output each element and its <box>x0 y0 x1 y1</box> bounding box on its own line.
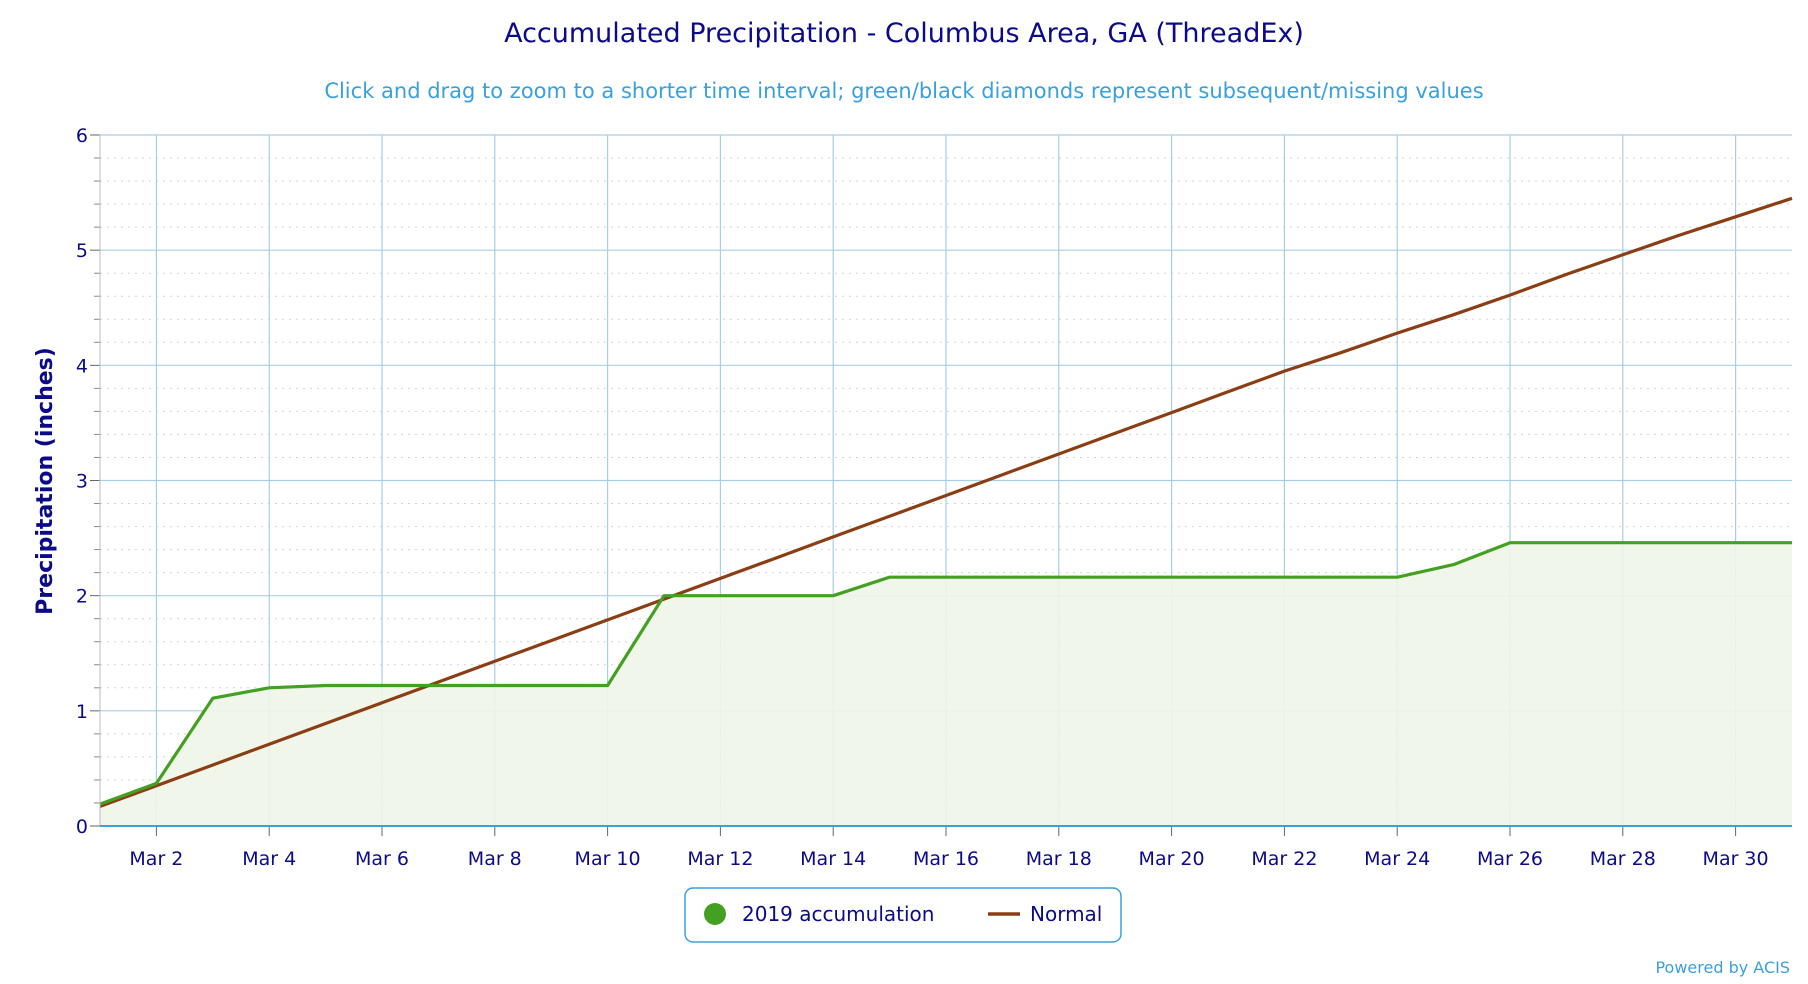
accumulation-point[interactable] <box>1560 537 1572 549</box>
y-tick-label: 6 <box>76 125 88 147</box>
accumulation-point[interactable] <box>884 571 896 583</box>
normal-point[interactable] <box>771 552 783 564</box>
normal-point[interactable] <box>150 780 162 792</box>
accumulation-point[interactable] <box>1222 571 1234 583</box>
accumulation-point[interactable] <box>1278 571 1290 583</box>
x-tick-label: Mar 10 <box>575 848 641 870</box>
x-tick-label: Mar 20 <box>1139 848 1205 870</box>
normal-point[interactable] <box>1448 309 1460 321</box>
normal-point[interactable] <box>207 759 219 771</box>
y-tick-label: 5 <box>76 240 88 262</box>
normal-point[interactable] <box>1335 347 1347 359</box>
series-normal-line <box>99 196 1793 808</box>
normal-point[interactable] <box>940 489 952 501</box>
series-accumulation-line <box>99 541 1792 806</box>
y-tick-label: 3 <box>76 471 88 493</box>
accumulation-point[interactable] <box>1166 571 1178 583</box>
accumulation-point[interactable] <box>1730 537 1742 549</box>
normal-point[interactable] <box>1053 448 1065 460</box>
accumulation-point[interactable] <box>996 571 1008 583</box>
legend: 2019 accumulation Normal <box>684 887 1122 943</box>
accumulation-point[interactable] <box>1109 571 1121 583</box>
normal-point[interactable] <box>432 676 444 688</box>
x-tick-label: Mar 28 <box>1590 848 1656 870</box>
accumulation-point[interactable] <box>545 679 557 691</box>
x-tick-label: Mar 26 <box>1477 848 1543 870</box>
legend-accumulation-marker <box>704 903 726 925</box>
accumulation-point[interactable] <box>1673 537 1685 549</box>
accumulation-point[interactable] <box>263 682 275 694</box>
legend-item-accumulation[interactable]: 2019 accumulation <box>704 902 934 926</box>
normal-point[interactable] <box>1109 427 1121 439</box>
x-tick-label: Mar 22 <box>1251 848 1317 870</box>
accumulation-point[interactable] <box>714 590 726 602</box>
accumulation-point[interactable] <box>1335 571 1347 583</box>
y-tick-label: 1 <box>76 701 88 723</box>
accumulation-point[interactable] <box>771 590 783 602</box>
normal-point[interactable] <box>1278 365 1290 377</box>
accumulation-point[interactable] <box>1053 571 1065 583</box>
x-tick-label: Mar 4 <box>242 848 296 870</box>
accumulation-point[interactable] <box>1786 537 1798 549</box>
series-accumulation-area <box>100 542 1792 826</box>
credit-link[interactable]: Powered by ACIS <box>1655 958 1790 977</box>
normal-point[interactable] <box>1560 268 1572 280</box>
x-tick-label: Mar 6 <box>355 848 409 870</box>
normal-point[interactable] <box>1504 289 1516 301</box>
y-axis-label: Precipitation (inches) <box>33 347 58 615</box>
x-tick-label: Mar 16 <box>913 848 979 870</box>
normal-point[interactable] <box>996 469 1008 481</box>
normal-point[interactable] <box>602 614 614 626</box>
normal-point[interactable] <box>1617 249 1629 261</box>
normal-point[interactable] <box>1222 386 1234 398</box>
normal-point[interactable] <box>263 738 275 750</box>
accumulation-point[interactable] <box>827 590 839 602</box>
x-tick-label: Mar 12 <box>687 848 753 870</box>
normal-point[interactable] <box>489 655 501 667</box>
normal-point[interactable] <box>1786 192 1798 204</box>
x-tick-label: Mar 2 <box>129 848 183 870</box>
x-tick-label: Mar 14 <box>800 848 866 870</box>
accumulation-point[interactable] <box>376 679 388 691</box>
accumulation-point[interactable] <box>1448 559 1460 571</box>
legend-accumulation-label: 2019 accumulation <box>742 902 934 926</box>
x-tick-label: Mar 18 <box>1026 848 1092 870</box>
normal-point[interactable] <box>376 697 388 709</box>
accumulation-point[interactable] <box>1504 537 1516 549</box>
normal-point[interactable] <box>827 531 839 543</box>
normal-point[interactable] <box>545 635 557 647</box>
accumulation-point[interactable] <box>320 679 332 691</box>
accumulation-point[interactable] <box>489 679 501 691</box>
y-tick-label: 2 <box>76 586 88 608</box>
x-tick-label: Mar 30 <box>1703 848 1769 870</box>
normal-point[interactable] <box>884 510 896 522</box>
accumulation-point[interactable] <box>207 692 219 704</box>
x-tick-label: Mar 8 <box>468 848 522 870</box>
normal-point[interactable] <box>1730 211 1742 223</box>
legend-box <box>684 887 1122 943</box>
normal-point[interactable] <box>1166 407 1178 419</box>
accumulation-point[interactable] <box>602 679 614 691</box>
y-axis-ticks: 0 1 2 3 4 5 6 <box>76 125 88 838</box>
normal-point[interactable] <box>1673 229 1685 241</box>
normal-point[interactable] <box>714 572 726 584</box>
chart-title: Accumulated Precipitation - Columbus Are… <box>504 18 1304 49</box>
normal-point[interactable] <box>658 593 670 605</box>
legend-normal-label: Normal <box>1030 902 1102 926</box>
accumulation-point[interactable] <box>940 571 952 583</box>
y-tick-label: 4 <box>76 355 88 377</box>
plot-area[interactable] <box>94 192 1798 826</box>
normal-point[interactable] <box>320 718 332 730</box>
x-tick-label: Mar 24 <box>1364 848 1430 870</box>
axes <box>99 135 1792 827</box>
accumulation-point[interactable] <box>1391 571 1403 583</box>
x-axis-ticks: Mar 2 Mar 4 Mar 6 Mar 8 Mar 10 Mar 12 Mar 14 Ma… <box>129 848 1768 870</box>
chart-subtitle: Click and drag to zoom to a shorter time… <box>324 79 1483 103</box>
legend-item-normal[interactable]: Normal <box>988 902 1102 926</box>
y-tick-label: 0 <box>76 816 88 838</box>
accumulation-point[interactable] <box>1617 537 1629 549</box>
normal-point[interactable] <box>1391 327 1403 339</box>
major-grid <box>90 134 1792 836</box>
